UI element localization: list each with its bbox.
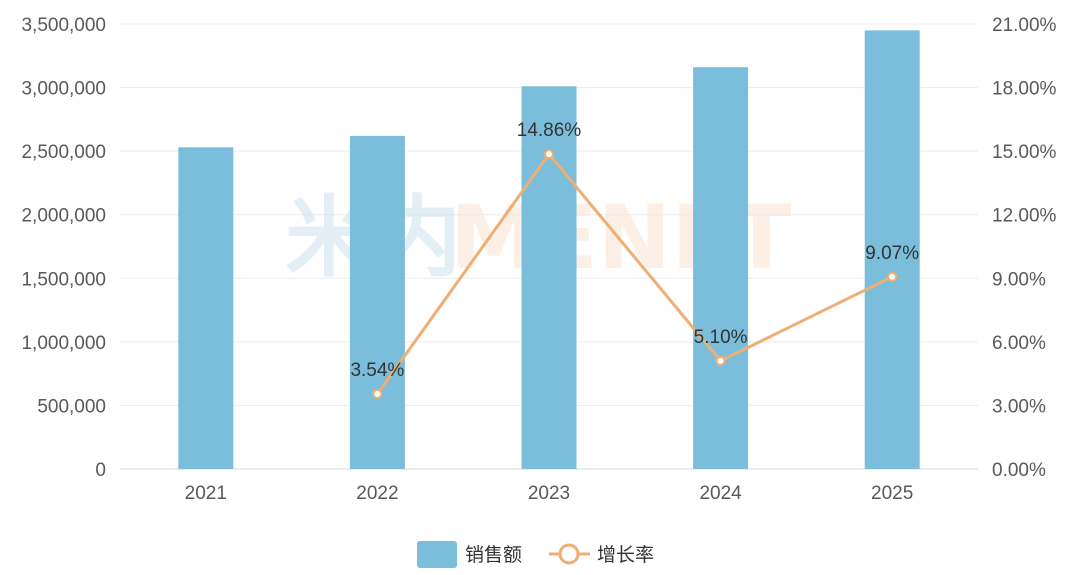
y-left-tick-label: 0 [95,460,106,481]
line-data-label: 9.07% [865,243,919,264]
y-right-tick-label: 0.00% [992,460,1046,481]
bar[interactable] [178,147,234,470]
x-tick-label: 2022 [356,483,398,504]
line-series [372,149,898,399]
y-right-tick-label: 9.00% [992,269,1046,290]
y-right-tick-label: 3.00% [992,396,1046,417]
legend-bar-label: 销售额 [465,544,522,566]
y-left-tick-label: 1,500,000 [21,269,106,290]
y-axis-left: 0 500,000 1,000,000 1,500,000 2,000,000 2,500… [21,15,106,481]
bar-series [178,30,920,470]
legend-line-marker [558,543,580,565]
x-tick-label: 2025 [871,483,913,504]
data-labels: 3.54% 14.86% 5.10% 9.07% [350,120,919,381]
y-axis-right: 0.00% 3.00% 6.00% 9.00% 12.00% 15.00% 18.00% 21… [992,15,1057,481]
line-data-label: 5.10% [694,327,748,348]
y-right-tick-label: 6.00% [992,333,1046,354]
y-left-tick-label: 1,000,000 [21,333,106,354]
y-left-tick-label: 500,000 [37,396,106,417]
legend-bar-swatch [417,541,457,568]
line-data-label: 14.86% [517,120,582,141]
line-data-label: 3.54% [350,360,404,381]
y-right-tick-label: 12.00% [992,206,1057,227]
y-left-tick-label: 2,000,000 [21,206,106,227]
x-tick-label: 2023 [528,483,570,504]
bar[interactable] [864,30,920,469]
bar[interactable] [693,67,749,469]
x-tick-label: 2021 [185,483,227,504]
y-left-tick-label: 3,500,000 [21,15,106,36]
bar[interactable] [521,86,577,470]
x-tick-label: 2024 [699,483,742,504]
line-path [376,152,893,395]
bar[interactable] [349,135,405,469]
legend[interactable]: 销售额 增长率 [417,541,654,568]
y-left-tick-label: 3,000,000 [21,79,106,100]
y-right-tick-label: 15.00% [992,142,1057,163]
line-point[interactable] [887,271,898,282]
y-right-tick-label: 18.00% [992,79,1057,100]
legend-line-label: 增长率 [597,544,654,566]
line-point[interactable] [544,149,554,160]
x-axis: 2021 2022 2023 2024 2025 [185,483,914,504]
line-point[interactable] [715,355,726,366]
line-point[interactable] [372,388,383,399]
y-left-tick-label: 2,500,000 [21,142,106,163]
y-right-tick-label: 21.00% [992,15,1057,36]
